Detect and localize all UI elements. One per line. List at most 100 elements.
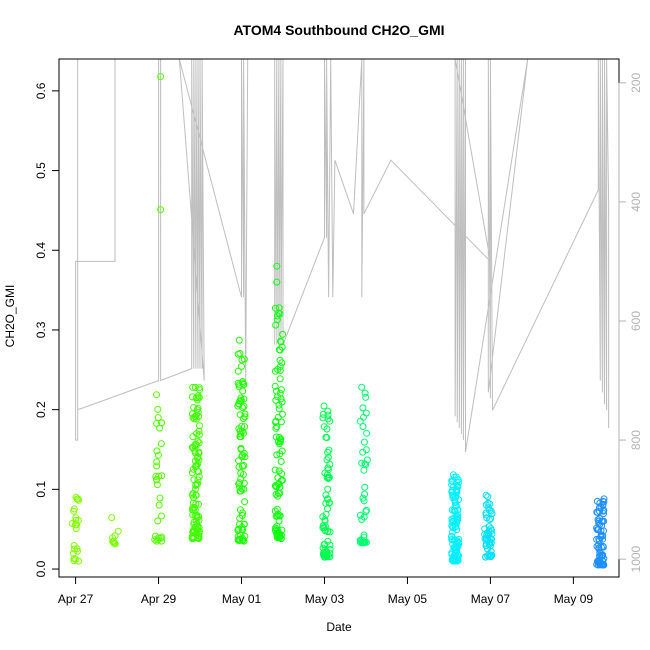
data-point	[360, 413, 367, 421]
data-point	[488, 535, 495, 543]
data-point	[272, 321, 280, 329]
data-point	[275, 309, 283, 317]
data-point	[238, 362, 245, 370]
data-point	[239, 509, 246, 517]
data-point	[362, 393, 370, 401]
data-point	[325, 474, 333, 482]
data-point	[158, 533, 166, 541]
data-point	[277, 437, 284, 445]
y-tick-label: 0.2	[34, 401, 48, 418]
y-tick-label: 0.6	[34, 82, 48, 99]
data-point	[485, 504, 493, 512]
data-point	[324, 505, 331, 513]
data-point	[190, 494, 198, 502]
data-point	[599, 507, 607, 515]
data-point	[273, 262, 281, 270]
data-point	[189, 535, 197, 543]
right-tick-label: 600	[629, 311, 643, 331]
data-point	[485, 530, 493, 538]
y-tick-label: 0.4	[34, 242, 48, 259]
data-point	[236, 397, 244, 405]
data-point	[323, 425, 331, 433]
data-point	[158, 419, 166, 427]
data-point	[110, 539, 118, 547]
data-point	[188, 469, 196, 477]
data-point	[276, 389, 284, 397]
data-point	[193, 430, 201, 438]
data-point	[276, 512, 284, 520]
right-axis: 200 400 600 800 1000	[618, 72, 643, 572]
data-point	[193, 441, 201, 449]
data-point	[237, 487, 245, 495]
data-point	[598, 552, 605, 560]
data-point	[273, 534, 281, 542]
data-point	[153, 462, 161, 470]
data-point	[72, 525, 80, 533]
data-point	[448, 486, 456, 494]
data-point	[276, 346, 284, 354]
y-tick-label: 0.0	[34, 560, 48, 577]
data-point	[196, 422, 203, 430]
data-point	[271, 524, 279, 532]
data-point	[593, 560, 601, 568]
data-point	[190, 404, 198, 411]
data-point	[361, 389, 369, 397]
chart-title: ATOM4 Southbound CH2O_GMI	[233, 22, 444, 38]
data-point	[324, 448, 332, 456]
data-point	[596, 499, 604, 507]
data-point	[453, 526, 461, 534]
data-point	[109, 538, 117, 546]
data-point	[190, 476, 198, 484]
data-point	[194, 454, 202, 462]
data-point	[192, 485, 199, 493]
x-tick-label: May 05	[388, 592, 428, 606]
data-point	[237, 475, 245, 483]
data-point	[272, 433, 280, 441]
data-point	[448, 536, 456, 543]
plot-area-frame	[58, 58, 620, 578]
data-point	[111, 540, 119, 548]
data-point	[151, 536, 159, 544]
data-point	[238, 453, 246, 461]
data-point	[70, 545, 78, 553]
data-point	[599, 535, 607, 543]
data-point	[235, 463, 243, 471]
data-point	[597, 543, 605, 551]
data-point	[108, 514, 116, 522]
data-point	[156, 494, 164, 502]
data-point	[596, 560, 604, 568]
data-point	[238, 356, 246, 364]
data-point	[324, 485, 332, 493]
data-point	[595, 544, 603, 552]
data-point	[487, 539, 495, 547]
data-point	[194, 476, 202, 484]
data-point	[324, 411, 332, 419]
data-point	[70, 505, 78, 513]
data-point	[319, 410, 327, 418]
data-point	[72, 493, 80, 501]
data-point	[277, 386, 285, 394]
data-point	[360, 531, 368, 539]
data-point	[235, 525, 243, 533]
data-point	[361, 460, 369, 468]
data-point	[239, 387, 247, 395]
data-point	[194, 392, 202, 400]
data-point	[153, 458, 161, 466]
data-point	[361, 490, 369, 498]
data-point	[271, 304, 279, 312]
data-point	[275, 529, 283, 537]
data-point	[74, 516, 82, 524]
data-point	[241, 498, 249, 506]
data-point	[189, 528, 197, 536]
data-point	[360, 438, 368, 446]
data-point	[236, 536, 243, 544]
data-point	[239, 415, 247, 422]
data-point	[194, 409, 202, 416]
data-point	[320, 524, 328, 532]
data-point	[157, 206, 165, 214]
data-point	[275, 405, 283, 413]
data-point	[275, 304, 283, 312]
data-point	[272, 512, 280, 520]
data-point	[488, 551, 496, 559]
data-point	[274, 366, 282, 373]
